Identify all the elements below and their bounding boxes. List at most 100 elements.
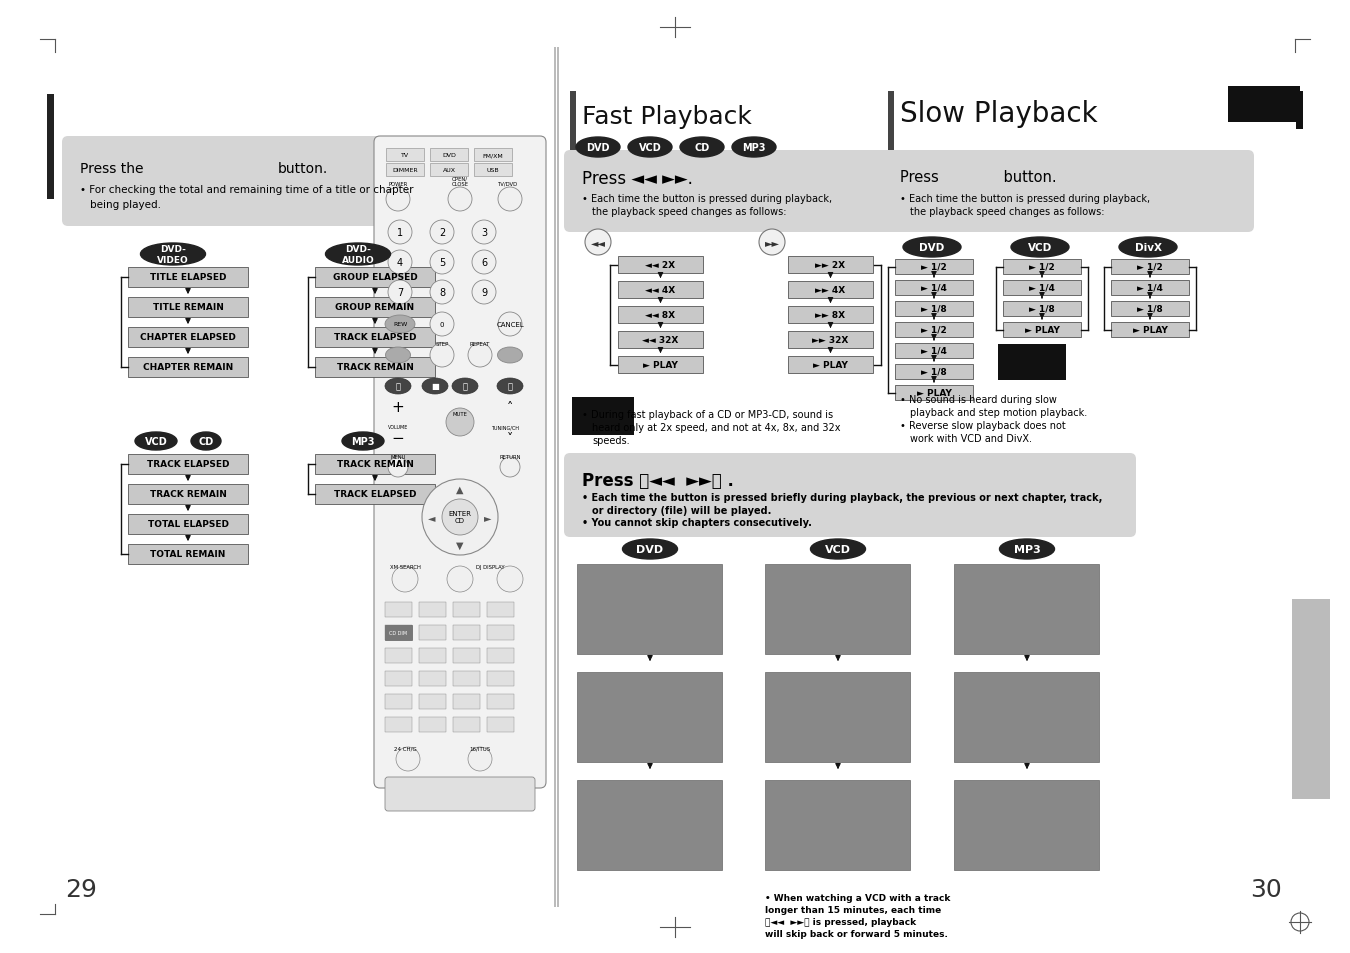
Bar [386,164,424,177]
Text: • When watching a VCD with a track: • When watching a VCD with a track [765,893,950,902]
Bar [128,484,248,504]
Text: TITLE ELAPSED: TITLE ELAPSED [150,274,227,282]
Bar [418,718,446,732]
Text: RETURN: RETURN [500,455,521,460]
Ellipse shape [325,244,390,266]
Text: Press              button.: Press button. [900,170,1057,185]
Text: ⏯: ⏯ [463,382,467,391]
Text: ˄: ˄ [506,401,513,414]
Ellipse shape [385,378,410,395]
Text: DVD: DVD [586,143,610,152]
Bar [431,164,468,177]
Circle shape [472,251,495,274]
Text: ► 1/4: ► 1/4 [1137,284,1162,293]
Text: • For checking the total and remaining time of a title or chapter: • For checking the total and remaining t… [80,185,413,194]
Bar [618,282,703,298]
Text: CHAPTER REMAIN: CHAPTER REMAIN [143,363,234,372]
Bar [765,781,910,870]
Text: ◄◄ 32X: ◄◄ 32X [643,335,679,345]
Bar [788,256,873,274]
Text: ► 1/2: ► 1/2 [1029,263,1054,272]
Bar [454,671,481,686]
Bar [385,602,412,618]
Text: ►► 2X: ►► 2X [815,261,845,270]
Text: ► 1/8: ► 1/8 [921,305,946,314]
Text: ►► 32X: ►► 32X [813,335,849,345]
Text: AUX: AUX [443,168,455,172]
Bar [788,282,873,298]
Text: TRACK REMAIN: TRACK REMAIN [336,460,413,469]
Text: DivX: DivX [1134,243,1161,253]
Text: 3: 3 [481,228,487,237]
Bar [128,328,248,348]
Text: ► 1/2: ► 1/2 [1137,263,1162,272]
Text: DVD: DVD [441,152,456,158]
Text: VCD: VCD [144,436,167,447]
Text: Fast Playback: Fast Playback [582,105,752,129]
Text: DVD-
VIDEO: DVD- VIDEO [157,245,189,264]
Bar [1228,87,1300,123]
Text: ◄: ◄ [428,513,436,522]
Bar [128,297,248,317]
FancyBboxPatch shape [62,137,506,227]
Ellipse shape [386,348,410,364]
Text: or directory (file) will be played.: or directory (file) will be played. [593,505,771,516]
FancyBboxPatch shape [564,151,926,233]
Bar [765,672,910,762]
Circle shape [392,566,418,593]
Text: work with VCD and DivX.: work with VCD and DivX. [910,434,1031,443]
Text: TRACK ELAPSED: TRACK ELAPSED [333,490,416,499]
Text: TOTAL ELAPSED: TOTAL ELAPSED [147,520,228,529]
Text: VCD: VCD [825,544,850,555]
Bar [1003,302,1081,316]
Text: will skip back or forward 5 minutes.: will skip back or forward 5 minutes. [765,929,948,938]
Text: longer than 15 minutes, each time: longer than 15 minutes, each time [765,905,941,914]
Bar [618,356,703,374]
Ellipse shape [140,244,205,266]
Bar [576,781,722,870]
Bar [576,564,722,655]
Bar [576,672,722,762]
Circle shape [472,281,495,305]
Text: DVD-
AUDIO: DVD- AUDIO [342,245,374,264]
Bar [618,256,703,274]
Circle shape [387,281,412,305]
Bar [418,602,446,618]
Bar [454,718,481,732]
Text: the playback speed changes as follows:: the playback speed changes as follows: [593,207,787,216]
Circle shape [386,188,410,212]
Bar [1003,260,1081,274]
Text: REW: REW [393,322,408,327]
Text: TITLE REMAIN: TITLE REMAIN [153,303,224,313]
Ellipse shape [135,433,177,451]
Text: ► 1/8: ► 1/8 [921,368,946,376]
FancyBboxPatch shape [385,778,535,811]
Bar [315,268,435,288]
Circle shape [431,251,454,274]
Text: ▲: ▲ [456,484,464,495]
Bar [895,260,973,274]
Bar [386,149,424,162]
Text: ► 1/4: ► 1/4 [921,284,946,293]
Circle shape [497,566,522,593]
Text: XM SEARCH: XM SEARCH [390,565,420,570]
Text: ■: ■ [431,382,439,391]
Circle shape [431,221,454,245]
Bar [385,625,412,640]
Text: playback and step motion playback.: playback and step motion playback. [910,408,1087,417]
Text: ˅: ˅ [506,432,513,445]
Bar [431,149,468,162]
Bar [487,695,514,709]
Text: CHAPTER ELAPSED: CHAPTER ELAPSED [140,334,236,342]
Circle shape [498,188,522,212]
Bar [454,648,481,663]
Text: 1: 1 [397,228,404,237]
Text: DJ DISPLAY: DJ DISPLAY [475,565,505,570]
FancyBboxPatch shape [882,151,1254,233]
Text: 29: 29 [65,877,97,901]
Circle shape [387,221,412,245]
Circle shape [387,251,412,274]
Bar [128,455,248,475]
Ellipse shape [385,315,414,334]
Bar [487,648,514,663]
